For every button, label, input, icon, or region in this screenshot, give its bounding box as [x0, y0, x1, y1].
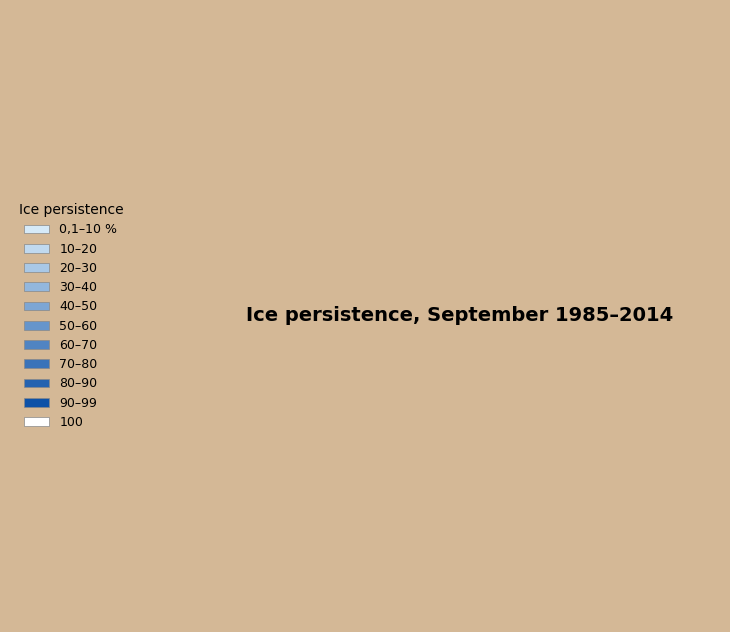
Text: Ice persistence, September 1985–2014: Ice persistence, September 1985–2014: [246, 307, 674, 325]
Legend: 0,1–10 %, 10–20, 20–30, 30–40, 40–50, 50–60, 60–70, 70–80, 80–90, 90–99, 100: 0,1–10 %, 10–20, 20–30, 30–40, 40–50, 50…: [14, 198, 128, 434]
